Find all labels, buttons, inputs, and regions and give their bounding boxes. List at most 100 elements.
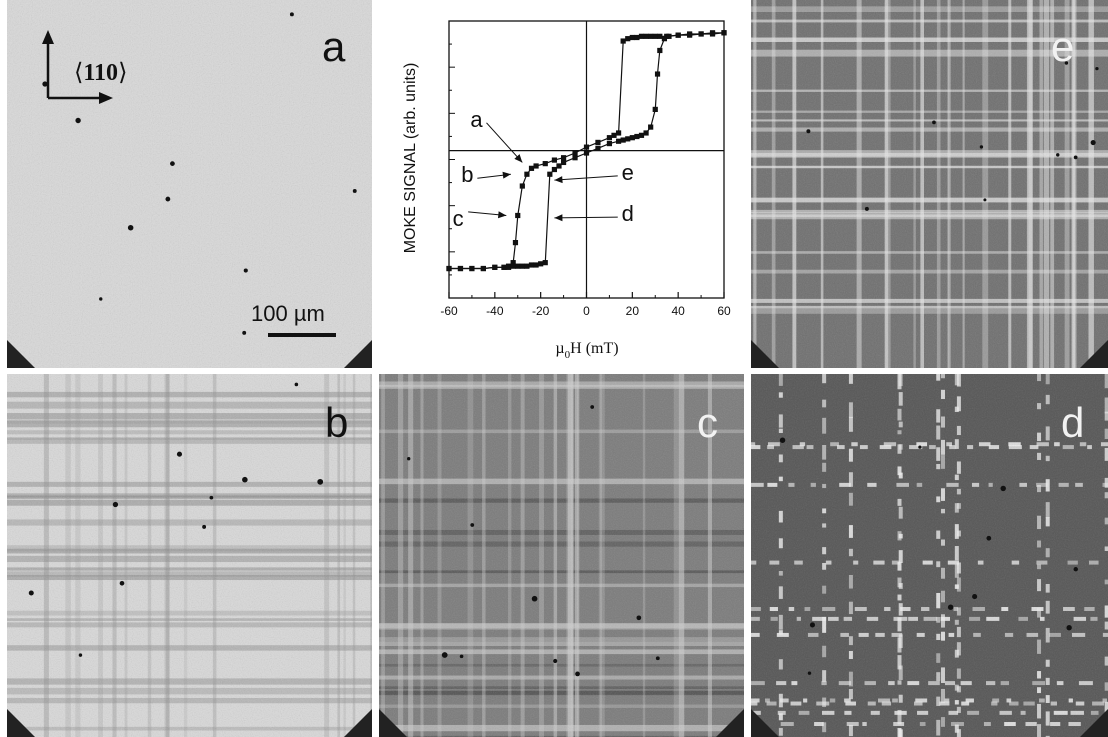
data-point [556,163,562,169]
panel-label-e: e [1051,23,1075,70]
annotation-arrow-e [554,175,618,181]
panel-label-b: b [325,399,349,446]
hysteresis-chart: MOKE SIGNAL (arb. units) µ0H (mT) -60 -40… [402,20,731,361]
micrograph-panel-e: e [751,0,1108,368]
data-point [615,130,622,136]
data-point [524,263,530,269]
data-point [519,183,525,189]
data-point [709,30,716,36]
data-point [533,262,539,268]
data-point [687,31,693,37]
annotation-arrowhead-a [514,154,523,163]
x-tick-label: 60 [717,304,731,318]
panel-label-c: c [697,399,718,446]
data-point [524,171,530,177]
data-point [480,265,486,272]
data-point [654,71,661,77]
data-point [572,150,578,156]
data-point [457,265,464,272]
data-point [634,133,640,140]
data-point [648,33,654,39]
annotation-arrow-d [554,216,618,219]
data-point [512,240,519,246]
data-point [625,136,631,142]
data-point [643,33,649,39]
axis-arrows-icon [42,30,113,104]
data-point [652,106,658,113]
y-axis-label: MOKE SIGNAL (arb. units) [402,63,419,254]
data-point [638,132,645,138]
data-point [533,163,539,169]
scale-bar [268,333,336,337]
data-point [661,36,668,42]
data-point [515,212,521,219]
data-point [551,166,558,173]
data-point [698,31,704,37]
micrograph-panel-a: a ⟨110⟩ 100 µm [7,0,372,368]
x-tick-label: 40 [671,304,685,318]
data-point [721,30,727,36]
x-tick-label: 0 [583,304,590,318]
data-point [510,263,516,269]
data-point [492,264,498,270]
annotation-label-b: b [461,162,473,187]
data-point [657,47,663,54]
data-point [542,161,548,167]
micrograph-panel-b: b [7,374,372,737]
x-tick-label: -40 [486,304,504,318]
domain-image-d [751,374,1108,737]
annotation-arrowhead-e [554,176,563,184]
domain-image-a [7,0,372,368]
data-point [583,150,590,156]
annotation-label-a: a [470,107,483,132]
data-point [629,135,635,141]
data-point [643,130,649,136]
data-point [528,262,535,268]
data-point [572,155,578,161]
x-tick-label: -20 [532,304,550,318]
micrograph-panel-c: c [379,374,744,737]
data-point [634,34,640,41]
data-point [583,144,590,150]
data-point [595,139,601,146]
data-point [515,263,521,269]
data-point [606,135,613,141]
annotation-arrow-a [486,122,523,163]
data-point [595,145,601,151]
annotation-label-c: c [453,206,464,231]
data-point [446,265,452,272]
data-point [620,137,626,143]
data-point [675,32,681,38]
annotation-arrowhead-b [502,171,511,179]
data-point [638,33,645,39]
data-point [505,264,512,270]
data-point [547,171,553,177]
data-point [519,263,525,269]
data-point [560,155,567,161]
data-point [611,132,617,138]
data-point [551,157,558,163]
annotation-arrowhead-c [497,211,507,219]
direction-label: ⟨110⟩ [74,60,128,86]
data-point [666,33,672,39]
annotation-label-e: e [622,160,634,185]
data-point [606,140,613,147]
data-point [542,260,548,266]
data-point [615,138,622,144]
annotation-arrowhead-d [554,214,563,222]
data-point [528,165,535,171]
x-tick-label: -60 [440,304,458,318]
data-point [652,33,658,39]
data-point [657,33,663,39]
data-point [469,265,475,272]
x-axis-label: µ0H (mT) [555,340,618,361]
data-point [625,36,631,42]
hysteresis-chart-panel: MOKE SIGNAL (arb. units) µ0H (mT) -60 -40… [379,0,744,368]
micrograph-panel-d: d [751,374,1108,737]
data-point [510,260,516,266]
data-point [620,38,626,44]
domain-image-c [379,374,744,737]
annotation-label-d: d [622,201,634,226]
domain-image-b [7,374,372,737]
panel-label-d: d [1061,399,1085,446]
